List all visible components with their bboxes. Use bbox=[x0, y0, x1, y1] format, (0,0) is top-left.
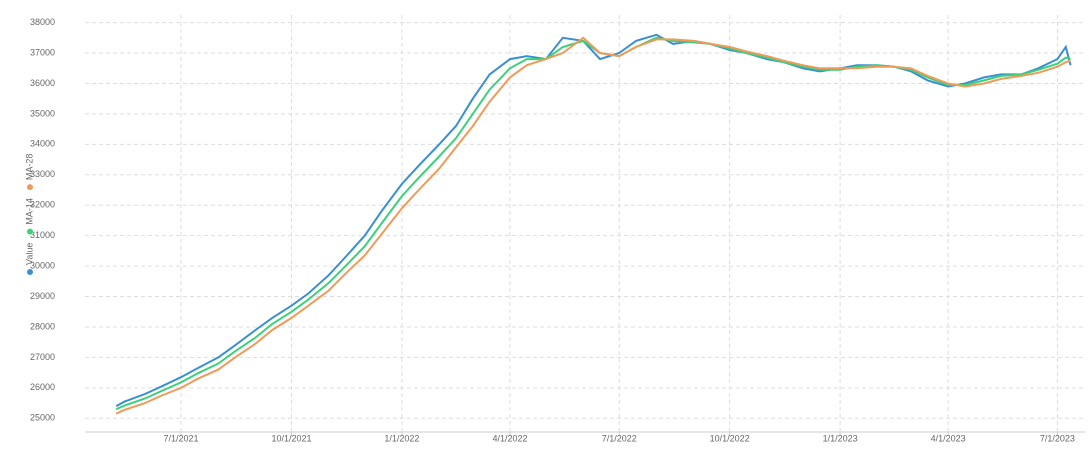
series-line bbox=[115, 36, 1071, 415]
y-tick-label: 38000 bbox=[30, 17, 55, 27]
x-tick-label: 4/1/2023 bbox=[931, 433, 966, 443]
series-line bbox=[115, 33, 1072, 407]
y-tick-label: 26000 bbox=[30, 382, 55, 392]
x-tick-label: 7/1/2022 bbox=[602, 433, 637, 443]
y-tick-label: 25000 bbox=[30, 413, 55, 423]
legend-marker bbox=[27, 184, 33, 191]
x-tick-label: 7/1/2021 bbox=[164, 433, 199, 443]
y-tick-label: 35000 bbox=[30, 108, 55, 118]
y-tick-label: 30000 bbox=[30, 260, 55, 270]
y-tick-label: 29000 bbox=[30, 291, 55, 301]
x-tick-label: 10/1/2021 bbox=[271, 433, 311, 443]
y-tick-label: 32000 bbox=[30, 200, 55, 210]
series-line bbox=[115, 36, 1071, 411]
legend-label: MA-28 bbox=[24, 154, 34, 181]
legend-marker bbox=[27, 228, 33, 235]
x-tick-label: 4/1/2022 bbox=[492, 433, 527, 443]
x-tick-label: 1/1/2023 bbox=[823, 433, 858, 443]
x-tick-label: 7/1/2023 bbox=[1040, 433, 1075, 443]
legend-label: Value bbox=[24, 243, 34, 265]
y-tick-label: 34000 bbox=[30, 139, 55, 149]
y-tick-label: 36000 bbox=[30, 78, 55, 88]
legend-marker bbox=[27, 269, 33, 275]
y-tick-label: 31000 bbox=[30, 230, 55, 240]
y-tick-label: 33000 bbox=[30, 169, 55, 179]
x-tick-label: 1/1/2022 bbox=[384, 433, 419, 443]
y-tick-label: 28000 bbox=[30, 321, 55, 331]
legend-label: MA-14 bbox=[24, 198, 34, 225]
y-tick-label: 37000 bbox=[30, 47, 55, 57]
x-tick-label: 10/1/2022 bbox=[710, 433, 750, 443]
y-tick-label: 27000 bbox=[30, 352, 55, 362]
